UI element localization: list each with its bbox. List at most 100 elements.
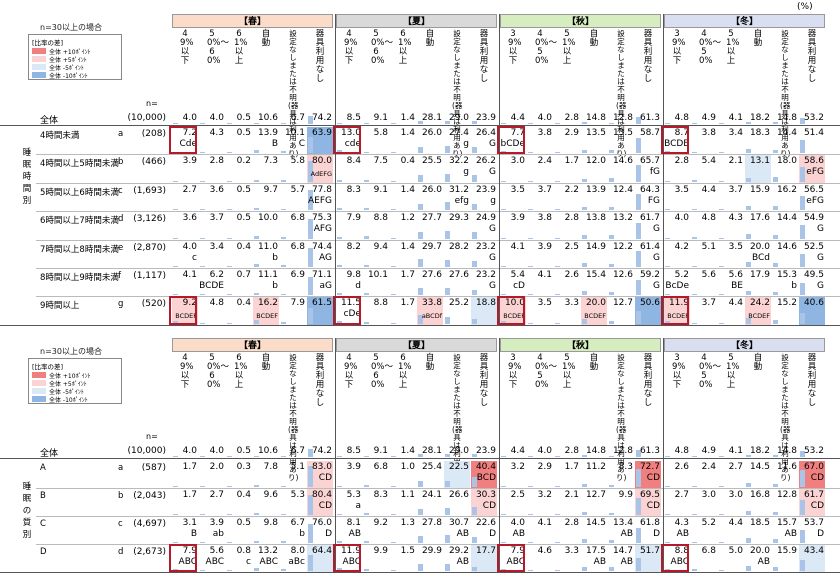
table-cell: 3.1 B: [172, 517, 198, 544]
value-bar: [773, 511, 778, 515]
column-header: 50%〜60%: [207, 29, 229, 66]
value-bar: [609, 178, 614, 182]
column-header: 設定なしまたは不明(器具は利用あり): [452, 353, 463, 482]
value-bar: [609, 320, 614, 324]
cell-value: 14.4: [776, 213, 797, 224]
table-cell: 65.7 fG: [635, 155, 661, 182]
total-cell: 4.0: [172, 445, 198, 458]
significance-marker: Cde: [179, 139, 197, 149]
cell-value: 2.5: [510, 490, 525, 500]
cell-value: 3.9: [537, 241, 552, 252]
value-bar: [528, 237, 533, 239]
cell-value: 14.6: [612, 156, 633, 167]
row-letter: e: [118, 242, 124, 253]
cell-value: 8.3: [373, 490, 388, 500]
cell-value: 6.7: [290, 113, 305, 123]
table-cell: 0.5: [226, 517, 252, 544]
table-cell: 0.4: [390, 155, 416, 182]
value-bar: [582, 539, 587, 543]
table-cell: 5.6 BE: [718, 269, 744, 296]
value-bar: [391, 514, 396, 515]
cell-value: 18.8: [475, 298, 496, 309]
value-bar: [227, 322, 232, 324]
cell-value: 1.7: [182, 462, 197, 472]
value-bar: [254, 567, 259, 571]
table-cell: 8.3: [608, 461, 634, 488]
table-cell: 17.6: [745, 212, 771, 239]
value-bar: [254, 179, 259, 182]
table-cell: 11.0 b: [253, 241, 279, 268]
table-cell: 7.5: [363, 155, 389, 182]
cell-value: 23.2: [475, 241, 496, 252]
section-bottom-line: [0, 324, 840, 326]
value-bar: [254, 207, 259, 211]
value-bar: [254, 292, 259, 296]
value-bar: [337, 486, 342, 487]
legend-swatch: [32, 72, 46, 78]
value-bar: [308, 524, 313, 543]
value-bar: [800, 560, 805, 571]
significance-marker: cD: [513, 281, 525, 291]
row-n: (520): [141, 299, 166, 310]
cell-value: 5.6: [701, 270, 716, 280]
column-header: 器具利用なし: [315, 353, 325, 408]
value-bar: [555, 294, 560, 296]
value-bar: [173, 514, 178, 515]
cell-value: 9.2: [373, 518, 388, 528]
legend-swatch: [32, 56, 46, 62]
total-cell: 0.5: [226, 445, 252, 458]
table-cell: 8.8: [363, 297, 389, 324]
cell-value: 27.6: [448, 270, 469, 280]
value-bar: [200, 456, 205, 457]
cell-value: 0.5: [236, 446, 251, 456]
value-bar: [582, 455, 587, 457]
total-cell: 0.5: [226, 112, 252, 125]
significance-marker: ABC: [670, 557, 689, 567]
cell-value: 54.9: [803, 213, 824, 224]
value-bar: [501, 514, 506, 515]
value-bar: [582, 291, 587, 296]
value-bar: [173, 180, 178, 182]
table-cell: 4.4: [718, 297, 744, 324]
row-n: (1,117): [133, 271, 166, 281]
significance-marker: BCDE: [199, 281, 224, 291]
cell-value: 2.4: [537, 156, 552, 167]
cell-value: 2.6: [674, 462, 689, 472]
legend-item-label: 全体 +5ﾎﾟｲﾝﾄ: [49, 56, 87, 64]
cell-value: 2.7: [728, 462, 743, 472]
row-letter: b: [118, 491, 124, 501]
table-cell: 9.8 d: [336, 269, 362, 296]
value-bar: [173, 321, 178, 324]
table-cell: 26.6: [444, 489, 470, 516]
table-cell: 9.9: [608, 489, 634, 516]
total-cell: 61.3: [635, 112, 661, 125]
cell-value: 20.0: [749, 241, 770, 252]
row-label: 8時間以上9時間未満: [40, 273, 119, 283]
value-bar: [582, 566, 587, 571]
cell-value: 0.5: [236, 518, 251, 528]
cell-value: 77.8: [311, 184, 332, 195]
cell-value: 3.0: [728, 490, 743, 500]
significance-marker: BCDEF: [748, 312, 770, 321]
table-cell: 80.4 CD: [307, 489, 333, 516]
cell-value: 29.0: [448, 446, 469, 456]
table-cell: 5.1: [691, 241, 717, 268]
value-bar: [528, 486, 533, 487]
table-cell: 14.5: [745, 461, 771, 488]
significance-marker: eFG: [806, 167, 824, 178]
cell-value: 3.3: [564, 546, 579, 556]
total-cell: 6.7: [280, 445, 306, 458]
value-bar: [418, 536, 423, 543]
value-bar: [582, 149, 587, 154]
table-cell: 5.0: [718, 545, 744, 572]
table-cell: 26.0: [417, 184, 443, 211]
cell-value: 5.2: [674, 270, 689, 280]
table-cell: 2.8: [664, 155, 690, 182]
table-cell: 3.2: [500, 461, 526, 488]
table-cell: 12.0: [581, 155, 607, 182]
value-bar: [364, 512, 369, 515]
row-divider: [36, 154, 840, 156]
column-header: 50%〜60%: [371, 353, 393, 390]
cell-value: 8.5: [346, 446, 361, 456]
table-cell: 9.2 BCDEF: [172, 297, 198, 325]
